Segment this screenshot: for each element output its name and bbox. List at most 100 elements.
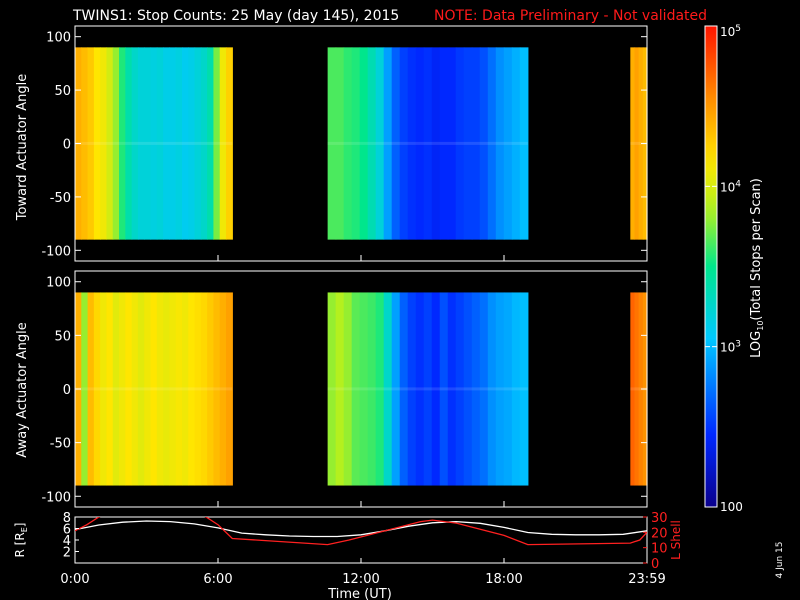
- heatmap-column: [213, 47, 221, 240]
- heatmap-column: [335, 47, 345, 240]
- heatmap-column: [150, 292, 158, 486]
- heatmap-column: [503, 47, 513, 240]
- heatmap-column: [630, 47, 636, 240]
- lshell-axis-label: L Shell: [669, 520, 683, 560]
- heatmap-column: [131, 47, 139, 240]
- heatmap-column: [407, 47, 417, 240]
- y-tick-label: -100: [41, 490, 71, 505]
- y-tick-label: 50: [54, 84, 71, 99]
- heatmap-column: [511, 47, 521, 240]
- heatmap-column: [407, 292, 417, 486]
- heatmap-column: [150, 47, 158, 240]
- heatmap-column: [479, 47, 489, 240]
- heatmap-column: [519, 47, 529, 240]
- lshell-tick-label: 10: [651, 542, 668, 557]
- heatmap-column: [463, 47, 473, 240]
- heatmap-column: [391, 47, 401, 240]
- r-axis-label-main: R [R: [13, 532, 27, 557]
- heatmap-column: [125, 292, 133, 486]
- heatmap-column: [226, 47, 233, 240]
- heatmap-column: [511, 292, 521, 486]
- heatmap-column: [399, 292, 409, 486]
- y-tick-label: 0: [63, 138, 71, 153]
- y-tick-label: -100: [41, 244, 71, 259]
- zero-band: [630, 141, 647, 145]
- r-tick-label: 6: [63, 523, 71, 538]
- heatmap-column: [335, 292, 345, 486]
- away-ylabel: Away Actuator Angle: [15, 322, 30, 457]
- date-stamp: 4 Jun 15: [775, 542, 785, 579]
- r-tick-label: 8: [63, 511, 71, 526]
- heatmap-column: [200, 47, 208, 240]
- y-tick-label: 0: [63, 383, 71, 398]
- heatmap-column: [207, 47, 215, 240]
- time-xlabel: Time (UT): [327, 587, 392, 600]
- heatmap-column: [169, 47, 177, 240]
- x-tick-label: 23:59: [628, 572, 665, 587]
- heatmap-column: [367, 292, 377, 486]
- heatmap-column: [213, 292, 221, 486]
- colorbar-label-sub: 10: [756, 321, 765, 331]
- heatmap-column: [423, 292, 433, 486]
- heatmap-column: [194, 47, 202, 240]
- colorbar: 105 104 103 100: [704, 24, 743, 514]
- colorbar-label: LOG10(Total Stops per Scan): [749, 178, 765, 358]
- lshell-tick-label: 30: [651, 511, 668, 526]
- heatmap-column: [119, 292, 126, 486]
- heatmap-column: [351, 47, 361, 240]
- heatmap-column: [219, 47, 227, 240]
- heatmap-column: [327, 47, 337, 240]
- heatmap-column: [194, 292, 202, 486]
- heatmap-column: [343, 292, 353, 486]
- heatmap-column: [359, 292, 369, 486]
- heatmap-column: [169, 292, 177, 486]
- heatmap-column: [471, 47, 481, 240]
- heatmap-column: [207, 292, 215, 486]
- heatmap-column: [119, 47, 126, 240]
- heatmap-column: [144, 47, 152, 240]
- heatmap-column: [415, 292, 425, 486]
- toward-ylabel: Toward Actuator Angle: [15, 74, 30, 221]
- heatmap-column: [188, 292, 196, 486]
- heatmap-column: [181, 47, 189, 240]
- y-tick-label: 50: [54, 329, 71, 344]
- chart-title: TWINS1: Stop Counts: 25 May (day 145), 2…: [72, 8, 399, 24]
- heatmap-column: [137, 47, 145, 240]
- zero-band: [630, 387, 647, 391]
- heatmap-column: [634, 292, 640, 486]
- colorbar-tick-label: 103: [720, 340, 741, 355]
- heatmap-column: [156, 47, 164, 240]
- heatmap-column: [93, 47, 101, 240]
- heatmap-column: [503, 292, 513, 486]
- heatmap-column: [219, 292, 227, 486]
- colorbar-ramp: [704, 25, 718, 508]
- x-tick-label: 6:00: [203, 572, 232, 587]
- heatmap-column: [200, 292, 208, 486]
- orbit-frame: [74, 516, 648, 564]
- heatmap-column: [431, 47, 441, 240]
- lshell-tick-label: 20: [651, 526, 668, 541]
- y-tick-label: -50: [50, 437, 71, 452]
- r-axis-label: R [RE]: [13, 523, 29, 558]
- heatmap-column: [479, 292, 489, 486]
- heatmap-column: [163, 47, 170, 240]
- heatmap-column: [351, 292, 361, 486]
- heatmap-column: [439, 47, 449, 240]
- heatmap-column: [100, 47, 108, 240]
- r-axis-label-sub: E: [20, 527, 29, 532]
- heatmap-column: [463, 292, 473, 486]
- heatmap-column: [487, 47, 497, 240]
- colorbar-tick-label: 105: [720, 24, 741, 39]
- heatmap-column: [137, 292, 145, 486]
- heatmap-column: [519, 292, 529, 486]
- heatmap-column: [391, 292, 401, 486]
- radius-line: [75, 520, 647, 538]
- away-panel: 100 50 0 -50 -100: [41, 270, 648, 508]
- heatmap-column: [106, 47, 114, 240]
- heatmap-column: [447, 47, 457, 240]
- heatmap-column: [447, 292, 457, 486]
- heatmap-column: [131, 292, 139, 486]
- heatmap-column: [375, 47, 385, 240]
- heatmap-column: [630, 292, 636, 486]
